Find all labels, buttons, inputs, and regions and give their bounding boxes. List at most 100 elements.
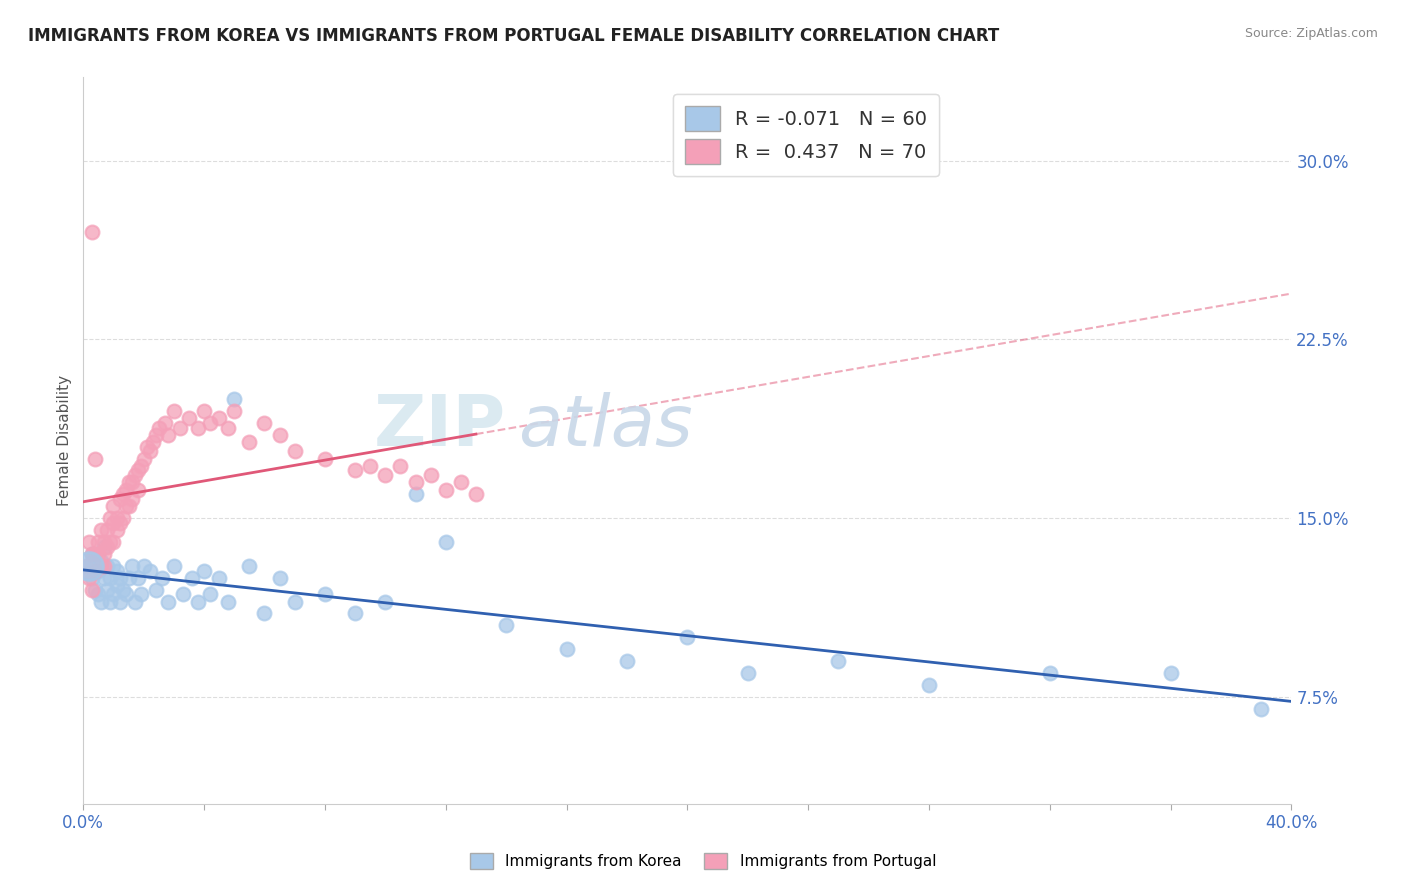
Point xyxy=(108,594,131,608)
Point xyxy=(163,404,186,418)
Point xyxy=(87,535,110,549)
Point xyxy=(111,487,134,501)
Point xyxy=(87,587,110,601)
Point xyxy=(129,458,152,473)
Point xyxy=(105,578,128,592)
Point xyxy=(90,594,112,608)
Point xyxy=(79,558,101,573)
Point xyxy=(127,463,149,477)
Point xyxy=(314,587,336,601)
Point xyxy=(434,535,457,549)
Point xyxy=(344,463,367,477)
Point xyxy=(238,434,260,449)
Point xyxy=(208,411,231,425)
Point xyxy=(121,491,143,506)
Point xyxy=(198,416,221,430)
Point xyxy=(117,571,139,585)
Point xyxy=(153,416,176,430)
Legend: Immigrants from Korea, Immigrants from Portugal: Immigrants from Korea, Immigrants from P… xyxy=(464,847,942,875)
Point xyxy=(198,587,221,601)
Point xyxy=(93,558,115,573)
Point xyxy=(156,594,179,608)
Point xyxy=(79,535,101,549)
Point xyxy=(82,547,104,561)
Point xyxy=(374,468,396,483)
Point xyxy=(177,411,200,425)
Point xyxy=(93,540,115,554)
Point xyxy=(84,547,107,561)
Point xyxy=(105,511,128,525)
Point xyxy=(96,523,118,537)
Point xyxy=(90,558,112,573)
Point xyxy=(419,468,441,483)
Point xyxy=(269,427,291,442)
Point xyxy=(284,594,307,608)
Point xyxy=(108,571,131,585)
Text: Source: ZipAtlas.com: Source: ZipAtlas.com xyxy=(1244,27,1378,40)
Point xyxy=(114,483,136,497)
Point xyxy=(169,420,191,434)
Point xyxy=(187,594,209,608)
Point xyxy=(75,558,97,573)
Point xyxy=(87,547,110,561)
Point xyxy=(93,547,115,561)
Point xyxy=(217,420,239,434)
Point xyxy=(117,500,139,514)
Point xyxy=(344,607,367,621)
Point xyxy=(208,571,231,585)
Point xyxy=(82,571,104,585)
Point xyxy=(132,558,155,573)
Point xyxy=(111,511,134,525)
Point xyxy=(84,451,107,466)
Text: atlas: atlas xyxy=(519,392,693,460)
Point xyxy=(114,587,136,601)
Point xyxy=(555,642,578,657)
Point xyxy=(127,483,149,497)
Point xyxy=(96,582,118,597)
Point xyxy=(359,458,381,473)
Point xyxy=(103,587,125,601)
Point xyxy=(100,571,122,585)
Point xyxy=(84,564,107,578)
Point xyxy=(124,594,146,608)
Point xyxy=(193,564,215,578)
Point xyxy=(114,500,136,514)
Point xyxy=(374,594,396,608)
Point xyxy=(108,516,131,530)
Point xyxy=(103,500,125,514)
Point xyxy=(96,540,118,554)
Point xyxy=(737,665,759,680)
Point xyxy=(129,587,152,601)
Point xyxy=(79,571,101,585)
Point xyxy=(224,392,246,406)
Y-axis label: Female Disability: Female Disability xyxy=(58,376,72,507)
Point xyxy=(150,571,173,585)
Point xyxy=(100,535,122,549)
Point xyxy=(405,475,427,490)
Point xyxy=(148,420,170,434)
Point xyxy=(827,654,849,668)
Point xyxy=(1250,702,1272,716)
Point xyxy=(284,444,307,458)
Point xyxy=(96,558,118,573)
Point xyxy=(1160,665,1182,680)
Point xyxy=(93,571,115,585)
Point xyxy=(103,535,125,549)
Point xyxy=(138,444,160,458)
Point xyxy=(181,571,204,585)
Point xyxy=(90,554,112,568)
Point xyxy=(238,558,260,573)
Point xyxy=(269,571,291,585)
Point xyxy=(145,427,167,442)
Point xyxy=(117,475,139,490)
Point xyxy=(495,618,517,632)
Point xyxy=(314,451,336,466)
Text: IMMIGRANTS FROM KOREA VS IMMIGRANTS FROM PORTUGAL FEMALE DISABILITY CORRELATION : IMMIGRANTS FROM KOREA VS IMMIGRANTS FROM… xyxy=(28,27,1000,45)
Point xyxy=(253,607,276,621)
Point xyxy=(105,564,128,578)
Point xyxy=(434,483,457,497)
Point xyxy=(135,440,157,454)
Point xyxy=(121,475,143,490)
Point xyxy=(138,564,160,578)
Point xyxy=(450,475,472,490)
